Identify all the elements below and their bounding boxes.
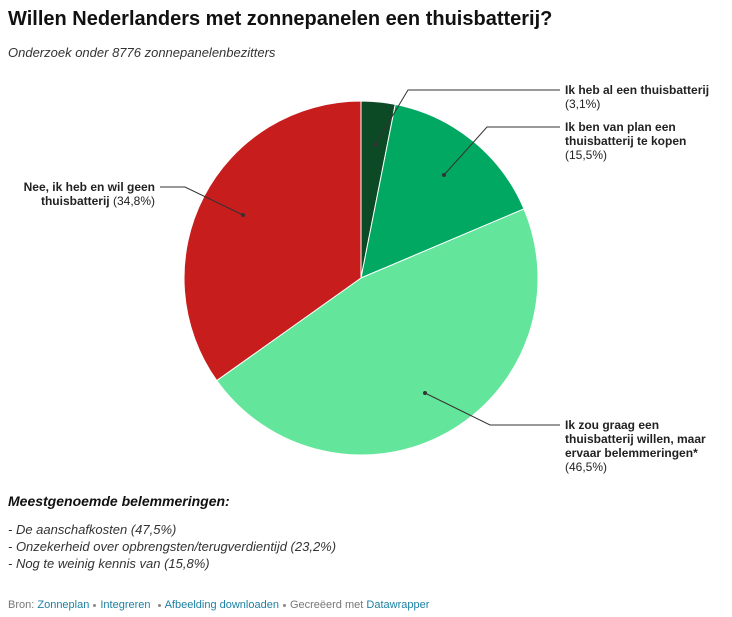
pie-slice [183, 100, 362, 382]
leader-line [424, 392, 560, 426]
leader-dot [423, 391, 427, 395]
slice-label: Ik ben van plan een thuisbatterij te kop… [565, 120, 705, 162]
notes-title: Meestgenoemde belemmeringen: [8, 493, 230, 509]
chart-subtitle: Onderzoek onder 8776 zonnepanelenbezitte… [8, 45, 276, 60]
value-label: (3,1%) [565, 97, 601, 111]
leader-dot [241, 213, 245, 217]
leader-line [443, 126, 560, 176]
tool-link[interactable]: Datawrapper [366, 599, 430, 611]
chart-title: Willen Nederlanders met zonnepanelen een… [8, 8, 553, 30]
category-label: Ik heb al een thuisbatterij [565, 83, 710, 97]
slice-label: Ik zou graag een thuisbatterij willen, m… [565, 418, 715, 474]
value-label: (15,5%) [565, 148, 608, 162]
source-label: Bron: [8, 599, 35, 611]
leader-dot [373, 143, 377, 147]
value-label: (34,8%) [112, 194, 155, 208]
category-label: Nee, ik heb en wil geen thuisbatterij [23, 180, 155, 208]
leader-line [374, 89, 560, 146]
note-item: - De aanschafkosten (47,5%) [8, 522, 177, 537]
pie-slice [216, 208, 539, 456]
leader-dot [442, 173, 446, 177]
made-with: Gecreëerd met [289, 599, 364, 611]
pie-slice [360, 103, 525, 279]
note-item: - Nog te weinig kennis van (15,8%) [8, 556, 210, 571]
category-label: Ik zou graag een thuisbatterij willen, m… [565, 418, 706, 460]
value-label: (46,5%) [565, 460, 608, 474]
source-link[interactable]: Zonneplan [37, 599, 90, 611]
notes: Meestgenoemde belemmeringen: - De aansch… [8, 493, 336, 572]
separator [282, 603, 286, 607]
footer: Bron: Zonneplan Integreren Afbeelding dow… [8, 599, 429, 611]
note-item: - Onzekerheid over opbrengsten/terugverd… [8, 539, 337, 554]
embed-link[interactable]: Integreren [100, 599, 151, 611]
download-link[interactable]: Afbeelding downloaden [164, 599, 279, 611]
slice-label: Nee, ik heb en wil geen thuisbatterij (3… [20, 180, 155, 208]
slice-label: Ik heb al een thuisbatterij (3,1%) [565, 83, 725, 111]
separator [157, 603, 161, 607]
leader-line [160, 186, 244, 216]
category-label: Ik ben van plan een thuisbatterij te kop… [565, 120, 687, 148]
separator [93, 603, 97, 607]
